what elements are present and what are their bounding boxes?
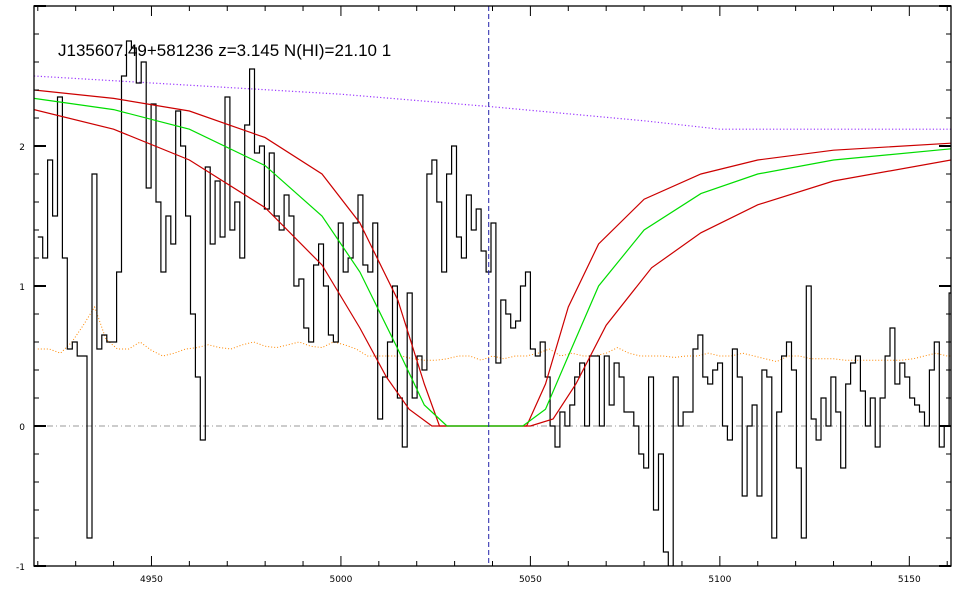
x-tick-label: 4950	[140, 575, 163, 585]
x-tick-label: 5150	[898, 575, 921, 585]
y-tick-label: -1	[16, 563, 25, 573]
plot-frame	[33, 5, 952, 567]
error-spectrum-layer	[37, 305, 951, 363]
dla-fit-layer	[34, 89, 951, 427]
axes-layer: 4950 5000 5050 5100 5150 -1 0 1 2	[16, 5, 952, 585]
fit-lower-bound-line	[34, 109, 951, 427]
y-tick-label: 0	[19, 423, 25, 433]
x-tick-label: 5100	[708, 575, 731, 585]
x-tick-label: 5000	[329, 575, 352, 585]
continuum-line	[34, 75, 951, 130]
fit-best-line	[34, 97, 951, 427]
continuum-layer	[34, 75, 951, 130]
chart-title: J135607.49+581236 z=3.145 N(HI)=21.10 1	[58, 41, 391, 60]
flux-histogram	[37, 40, 951, 566]
flux-spectrum-layer	[37, 40, 951, 566]
y-tick-label: 2	[19, 143, 25, 153]
y-tick-label: 1	[19, 283, 25, 293]
x-tick-label: 5050	[519, 575, 542, 585]
fit-upper-bound-line	[34, 89, 951, 427]
error-spectrum-line	[37, 305, 951, 363]
